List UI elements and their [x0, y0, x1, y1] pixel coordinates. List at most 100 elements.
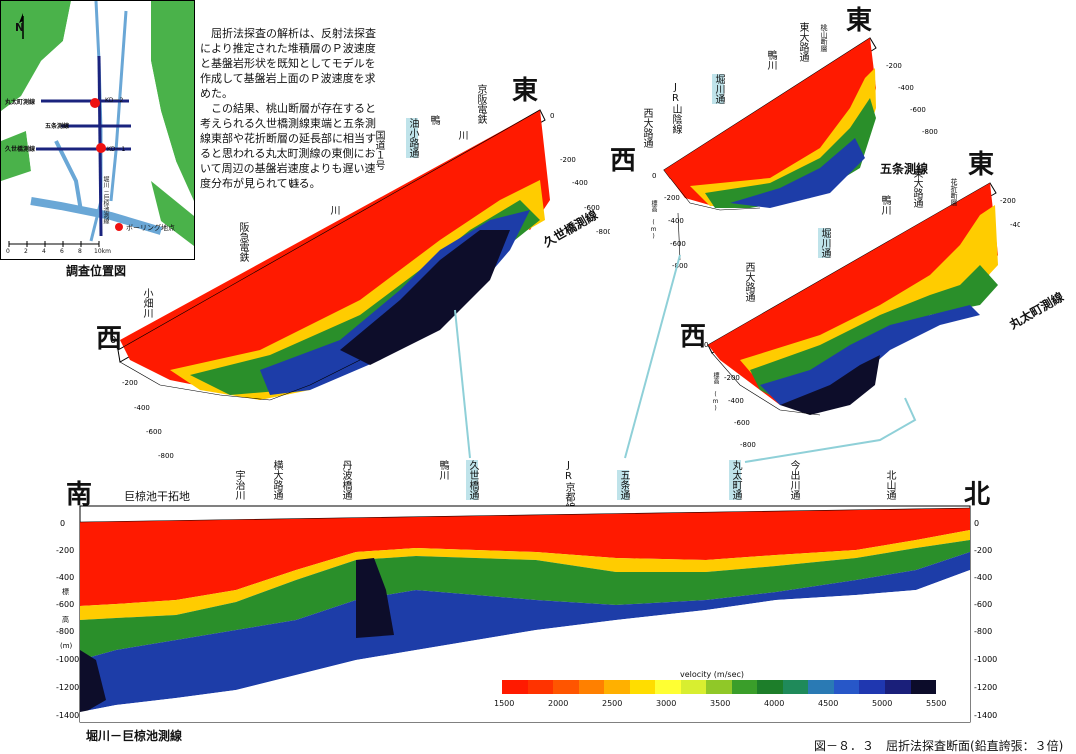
main-axis-label: 標 [62, 587, 69, 596]
gojo-label: 鴨川 [765, 50, 776, 70]
kuze-right-tick: -200 [560, 156, 576, 164]
main-axis-label: 高 [62, 615, 69, 624]
main-label: 横大路通 [271, 460, 282, 500]
velocity-swatch [910, 680, 937, 694]
gojo-label: 西大路通 [641, 108, 652, 148]
kuze-depth-tick: -200 [122, 379, 138, 387]
velocity-swatch [527, 680, 554, 694]
velocity-tick: 2500 [602, 699, 623, 708]
kuze-depth-tick: -800 [158, 452, 174, 460]
marutamachi-label: 鴨川 [879, 195, 890, 215]
marutamachi-label: 東大路通 [911, 168, 922, 208]
main-label: 今出川通 [788, 460, 799, 500]
velocity-swatch [655, 680, 681, 694]
gojo-east: 東 [846, 6, 873, 36]
gojo-depth-tick: 0 [652, 172, 656, 180]
main-title: 堀川－巨椋池測線 [86, 729, 183, 743]
velocity-tick: 3000 [656, 699, 677, 708]
kuze-right-tick: -600 [584, 204, 600, 212]
velocity-swatch [604, 680, 630, 694]
velocity-swatch [808, 680, 834, 694]
main-right-tick: -600 [974, 600, 992, 609]
gojo-right-tick: -400 [898, 84, 914, 92]
kuze-section: 0 -200 -400 -600 -800 0 -200 -400 -600 -… [110, 109, 610, 460]
main-right-tick: -200 [974, 546, 992, 555]
gojo-depth-tick: -800 [672, 262, 688, 270]
borehole-legend: ボーリング地点 [126, 224, 175, 232]
gojo-right-tick: -200 [886, 62, 902, 70]
kuze-label: 小畑川 [141, 288, 152, 318]
main-section: 0 -200 -400 -600 -800 -1000 -1200 -1400 … [56, 505, 997, 723]
main-label: 丹波橋通 [340, 460, 351, 500]
gojo-section: 0 -200 -400 -600 -800 -200 -400 -600 -80… [652, 37, 938, 270]
main-depth-tick: -400 [56, 573, 74, 582]
velocity-swatch [502, 680, 528, 694]
location-map-title: 調査位置図 [66, 264, 127, 278]
velocity-swatch [706, 680, 732, 694]
main-depth-tick: -1200 [56, 683, 79, 692]
main-label: 五条通 [617, 470, 629, 500]
velocity-swatch [859, 680, 885, 694]
kuze-label: 国道１号 [373, 130, 384, 170]
main-north: 北 [964, 480, 991, 510]
gojo-label: JR山陰線 [670, 82, 681, 134]
kuze-depth-tick: -600 [146, 428, 162, 436]
gojo-right-tick: -800 [922, 128, 938, 136]
marutamachi-depth-tick: 0 [704, 341, 708, 349]
gojo-depth-tick: -200 [664, 194, 680, 202]
kuze-label: 桂 [287, 178, 298, 188]
kuze-right-tick: 0 [550, 112, 554, 120]
velocity-tick: 1500 [494, 699, 515, 708]
kuze-east: 東 [512, 76, 539, 106]
borehole-label: KD－2 [105, 97, 124, 104]
marutamachi-west: 西 [680, 322, 707, 352]
location-map: N 丸太町測線 五条測線 久世橋測線 堀川－巨椋池測線 KD－2 KD－1 ボー… [0, 0, 195, 260]
velocity-swatch [833, 680, 860, 694]
marutamachi-depth-tick: -400 [728, 397, 744, 405]
map-line-label: 久世橋測線 [5, 146, 36, 153]
velocity-swatch [680, 680, 707, 694]
marutamachi-right-tick: -400 [1010, 221, 1020, 229]
marutamachi-depth-tick: -200 [724, 374, 740, 382]
velocity-swatch [757, 680, 783, 694]
main-south: 南 [66, 480, 93, 510]
figure-caption: 図－８．３ 屈折法探査断面(鉛直誇張：３倍) [814, 739, 1064, 753]
velocity-title: velocity (m/sec) [680, 670, 745, 679]
velocity-swatch [629, 680, 656, 694]
kuze-label: 京阪電鉄 [475, 84, 486, 124]
main-label: 宇治川 [233, 470, 244, 500]
map-line-label: 堀川－巨椋池測線 [102, 176, 109, 224]
marutamachi-label: 堀川通 [818, 228, 830, 258]
marutamachi-section: -200 -400 -600 -800 0 -200 -400 [704, 182, 1020, 449]
marutamachi-label: 花折断層 [950, 178, 958, 206]
main-right-tick: -800 [974, 627, 992, 636]
velocity-tick: 3500 [710, 699, 731, 708]
main-label: 鴨川 [437, 460, 448, 480]
velocity-tick: 5000 [872, 699, 893, 708]
velocity-swatch [578, 680, 605, 694]
gojo-label: 桃山断層 [820, 24, 828, 52]
main-label: 丸太町通 [729, 460, 741, 500]
main-depth-tick: -600 [56, 600, 74, 609]
kuze-right-tick: -400 [572, 179, 588, 187]
kuze-depth-tick: 0 [110, 335, 116, 346]
gojo-depth-tick: -600 [670, 240, 686, 248]
gojo-depth-tick: -400 [668, 217, 684, 225]
main-right-tick: -1400 [974, 711, 997, 720]
kuze-label: 阪急電鉄 [237, 222, 248, 262]
gojo-label: 堀川通 [712, 74, 724, 104]
marutamachi-east: 東 [968, 150, 995, 180]
main-right-tick: -1200 [974, 683, 997, 692]
gojo-west: 西 [610, 146, 637, 176]
velocity-tick: 2000 [548, 699, 569, 708]
marutamachi-axis-label: 標高 (m) [712, 372, 719, 412]
kuze-label: 川 [456, 130, 467, 140]
main-depth-tick: -1400 [56, 711, 79, 720]
borehole-label: KD－1 [107, 146, 126, 153]
main-right-tick: 0 [974, 519, 979, 528]
main-label: 北山通 [884, 470, 895, 500]
location-map-graphic [1, 1, 194, 247]
marutamachi-label: 西大路通 [743, 262, 754, 302]
velocity-swatch [884, 680, 911, 694]
kuze-depth-tick: -400 [134, 404, 150, 412]
